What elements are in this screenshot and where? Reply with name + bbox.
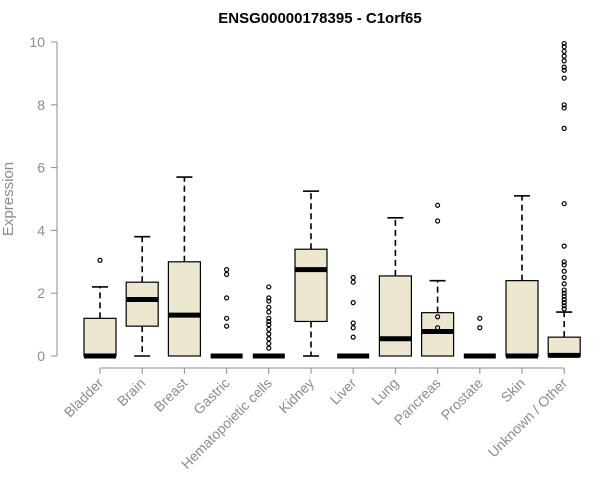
outlier-point	[561, 201, 567, 207]
outlier-point	[435, 314, 441, 320]
outlier-point	[561, 75, 567, 81]
y-axis: 0 2 4 6 8 10	[29, 34, 58, 364]
y-tick-label: 2	[37, 285, 45, 301]
box-group	[125, 235, 159, 357]
outlier-point	[561, 102, 567, 108]
outlier-point	[350, 320, 356, 326]
y-tick-label: 10	[29, 34, 45, 50]
box	[125, 281, 159, 327]
y-tick-label: 8	[37, 97, 45, 113]
outlier-point	[266, 322, 272, 328]
box-group	[337, 274, 370, 359]
outlier-point	[350, 325, 356, 331]
outlier-point	[561, 105, 567, 111]
outlier-point	[561, 262, 567, 268]
outlier-point	[266, 284, 272, 290]
outlier-point	[561, 48, 567, 55]
x-tick-label: Lung	[368, 375, 401, 408]
outlier-point	[266, 304, 272, 310]
box-group	[83, 257, 117, 359]
outlier-point	[266, 345, 272, 351]
outlier-point	[561, 40, 567, 47]
outlier-point	[266, 326, 272, 332]
x-tick-label: Kidney	[276, 375, 318, 417]
boxes	[83, 40, 581, 359]
box	[378, 275, 412, 357]
outlier-point	[561, 300, 567, 306]
outlier-point	[561, 53, 567, 59]
outlier-point	[266, 336, 272, 342]
outlier-point	[477, 325, 483, 331]
outlier-point	[350, 300, 356, 306]
outlier-point	[561, 243, 567, 249]
y-tick-label: 0	[37, 348, 45, 364]
outlier-point	[561, 268, 567, 274]
y-tick-label: 6	[37, 160, 45, 176]
outlier-point	[561, 274, 567, 281]
outlier-point	[561, 58, 567, 64]
outlier-point	[266, 309, 272, 315]
box	[167, 261, 201, 357]
outlier-point	[435, 202, 441, 208]
outlier-point	[224, 295, 230, 301]
outlier-point	[266, 315, 272, 321]
x-tick-label: Unknown / Other	[485, 375, 571, 461]
box-group	[505, 195, 539, 359]
box	[505, 280, 539, 357]
outlier-point	[561, 259, 567, 265]
box-group	[252, 284, 285, 359]
outlier-point	[435, 218, 441, 224]
outlier-point	[97, 257, 103, 263]
outlier-point	[561, 293, 567, 299]
outlier-point	[350, 279, 356, 285]
outlier-point	[266, 295, 272, 301]
outlier-point	[266, 340, 272, 347]
chart-title: ENSG00000178395 - C1orf65	[218, 10, 421, 27]
box-group	[378, 217, 412, 357]
box	[421, 312, 455, 357]
box-group	[547, 40, 581, 358]
outlier-point	[561, 290, 567, 296]
outlier-point	[477, 315, 483, 321]
outlier-point	[224, 267, 230, 273]
outlier-point	[224, 271, 230, 277]
x-tick-label: Bladder	[61, 375, 107, 421]
x-tick-label: Pancreas	[391, 375, 444, 428]
outlier-point	[224, 323, 230, 329]
outlier-point	[350, 274, 356, 281]
x-tick-label: Brain	[114, 375, 148, 409]
outlier-point	[561, 281, 567, 287]
box-group	[294, 190, 328, 357]
x-tick-label: Breast	[151, 375, 191, 415]
outlier-point	[561, 303, 567, 309]
outlier-point	[350, 334, 356, 340]
box-group	[210, 267, 243, 359]
box-group	[463, 315, 496, 359]
box-group	[167, 176, 201, 357]
x-tick-label: Prostate	[438, 375, 486, 423]
x-tick-label: Liver	[327, 375, 360, 408]
box	[294, 248, 328, 323]
outlier-point	[561, 44, 567, 50]
y-axis-label: Expression	[0, 162, 17, 236]
outlier-point	[266, 331, 272, 337]
y-tick-label: 4	[37, 222, 45, 238]
outlier-point	[561, 296, 567, 303]
outlier-point	[224, 315, 230, 321]
outlier-point	[561, 64, 567, 70]
x-tick-label: Skin	[498, 375, 529, 406]
box-group	[421, 202, 455, 357]
outlier-point	[266, 298, 272, 304]
outlier-point	[266, 318, 272, 325]
outlier-point	[561, 67, 567, 73]
box	[83, 317, 117, 357]
outlier-point	[561, 306, 567, 312]
outlier-point	[561, 287, 567, 293]
outlier-point	[435, 325, 441, 331]
outlier-point	[561, 125, 567, 131]
